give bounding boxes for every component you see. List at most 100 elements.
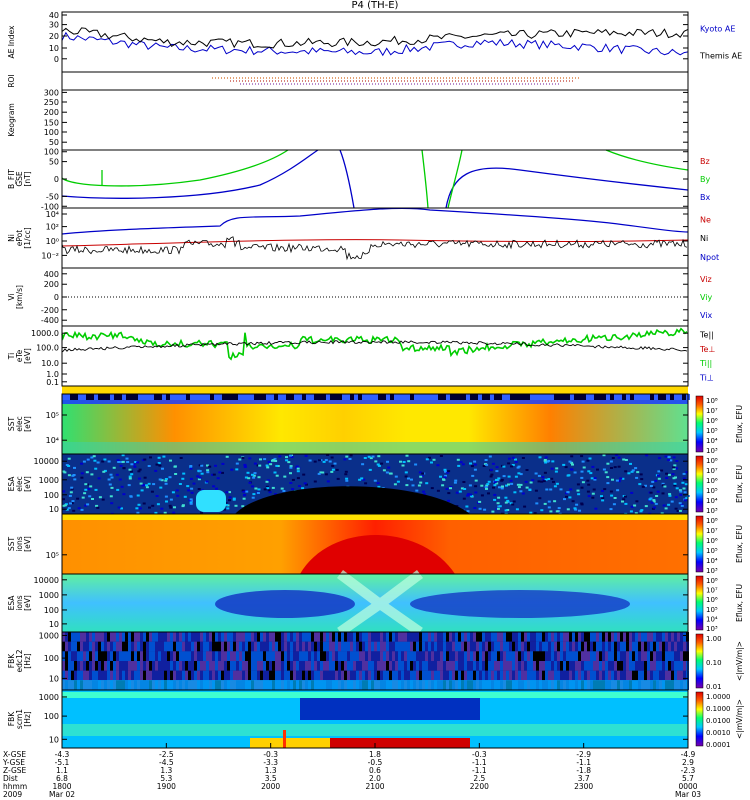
fbk-edc-cell (494, 661, 497, 671)
esa-elec-cell (102, 470, 106, 473)
x-axis-value: -5.1 (55, 758, 70, 767)
roi-ylabel: ROI (7, 74, 16, 87)
esa-elec-cell (545, 488, 549, 491)
fbk-edc-cell (665, 670, 668, 681)
esa-elec-cell (208, 465, 212, 468)
esa-elec-cell (511, 456, 515, 459)
esa-elec-cell (430, 487, 434, 490)
esa-elec-cell (159, 486, 163, 489)
fbk-edc-cell (176, 651, 179, 661)
esa-elec-cell (89, 485, 93, 488)
esa-elec-cell (200, 464, 204, 467)
fbk-edc-cell (638, 632, 641, 642)
esa-elec-cell (442, 478, 446, 481)
esa-elec-cell (654, 502, 658, 505)
esa-elec-cell (542, 480, 546, 483)
fbk-edc-cell (143, 632, 146, 642)
ae-series-line (61, 31, 689, 57)
fbk-edc-cell (440, 661, 443, 671)
esa-elec-cell (543, 471, 547, 474)
fbk-edc-cell (662, 670, 665, 681)
fbk-edc-cell (563, 670, 566, 681)
esa-elec-cell (674, 476, 677, 479)
esa-elec-cell (235, 462, 239, 465)
fbk-edc-cell (278, 651, 281, 661)
esa-elec-cell (513, 491, 517, 494)
esa-elec-cell (267, 489, 271, 492)
esa-elec-cell (367, 455, 371, 458)
esa-elec-cell (228, 491, 231, 494)
sst-elec-cell (138, 394, 142, 400)
fbk-edc-cell (455, 670, 458, 681)
fbk-edc-cell (410, 661, 413, 671)
fbk-edc-cell (197, 632, 200, 642)
esa-elec-cell (115, 473, 119, 476)
esa-elec-cell (179, 457, 183, 459)
fbk-edc-cell (458, 651, 461, 661)
fbk-edc-cell (290, 632, 293, 642)
fbk-edc-cell (458, 641, 461, 652)
ti-tick-label: 0.1 (46, 378, 59, 387)
fbk-edc-cell (140, 651, 143, 661)
fbk-edc-cell (635, 641, 638, 652)
fbk-edc-cell (677, 651, 680, 661)
x-axis-row-label: Y-GSE (2, 758, 25, 767)
fbk_scm-tick-label: 1000 (39, 693, 59, 702)
fbk-edc-cell (221, 661, 224, 671)
fbk-edc-cell (209, 632, 212, 642)
esa-elec-cell (136, 494, 140, 497)
ni-ylabel: [1/cc] (23, 227, 32, 248)
sst-elec-cell (678, 394, 682, 400)
esa-elec-cell (651, 480, 655, 483)
fbk-edc-cell (83, 670, 86, 681)
fbk-edc-cell (509, 641, 512, 652)
esa-elec-cell (173, 506, 176, 509)
fbk-edc-cell (314, 641, 317, 652)
esa-elec-cell (139, 482, 143, 485)
fbk-edc-cell (524, 632, 527, 642)
fbk-edc-cell (263, 641, 266, 652)
x-axis-value: 1900 (157, 782, 176, 791)
vi-legend-label: Viz (700, 275, 712, 284)
esa-elec-cell (241, 456, 245, 459)
esa-elec-cell (168, 476, 172, 479)
sst-elec-cell (350, 394, 354, 400)
fbk-edc-cell (371, 651, 374, 661)
esa-elec-cell (154, 511, 158, 514)
fbk-edc-cell (674, 651, 677, 661)
esa-elec-cell (371, 455, 375, 458)
fbk-edc-cell (323, 641, 326, 652)
keogram-tick-label: 100 (44, 128, 59, 137)
fbk-edc-cell (485, 632, 488, 642)
esa-elec-cell (67, 465, 71, 467)
fbk-edc-cell (329, 670, 332, 681)
fbk-edc-cell (551, 641, 554, 652)
fbk-edc-cell (278, 661, 281, 671)
fbk-edc-cell (86, 641, 89, 652)
fbk-edc-cell (101, 670, 104, 681)
fbk-edc-cell (395, 632, 398, 642)
fbk-edc-cell (356, 661, 359, 671)
fbk-edc-cell (134, 670, 137, 681)
fbk-edc-cell (401, 632, 404, 642)
bfit-ylabel: GSE (15, 171, 24, 187)
fbk-edc-cell (632, 651, 635, 661)
esa-elec-cell (67, 474, 71, 477)
fbk-edc-cell (416, 661, 419, 671)
fbk-edc-cell (143, 670, 146, 681)
fbk-edc-cell (173, 641, 176, 652)
fbk-edc-cell (398, 651, 401, 661)
x-axis-value: 3.7 (578, 774, 590, 783)
esa-elec-cell (682, 472, 686, 475)
esa-elec-cell (458, 490, 462, 493)
esa-elec-cell (136, 511, 140, 514)
esa-elec-cell (197, 488, 201, 490)
bfit-ylabel: [nT] (23, 171, 32, 186)
sst-elec-cell (522, 394, 526, 400)
esa-elec-cell (417, 484, 421, 487)
fbk-edc-cell (74, 632, 77, 642)
fbk-edc-cell (341, 651, 344, 661)
esa_i-tick-label: 10 (49, 620, 59, 629)
esa-elec-cell (200, 511, 204, 514)
fbk-edc-cell (617, 632, 620, 642)
